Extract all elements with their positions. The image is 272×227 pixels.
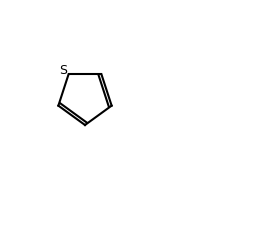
Text: S: S xyxy=(60,64,67,76)
